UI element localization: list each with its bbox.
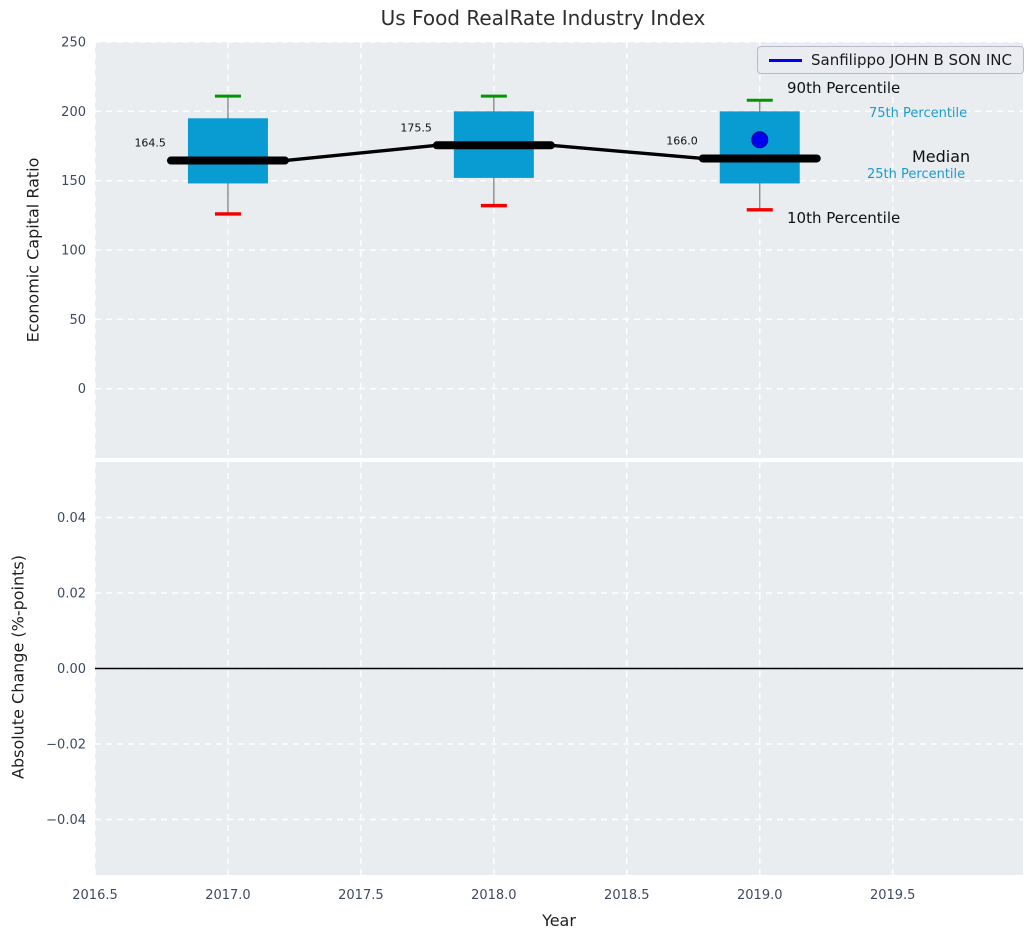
annotation-90th-percentile: 90th Percentile xyxy=(787,79,901,97)
y-tick-label: 0.00 xyxy=(57,662,86,677)
y-tick-label: −0.02 xyxy=(46,738,86,753)
x-tick-label: 2019.5 xyxy=(870,888,916,903)
x-tick-label: 2018.0 xyxy=(471,888,517,903)
legend-line-swatch xyxy=(769,58,802,62)
annotation-median: Median xyxy=(912,147,971,166)
x-tick-label: 2017.0 xyxy=(205,888,251,903)
x-tick-label: 2016.5 xyxy=(72,888,118,903)
y-tick-label: 0 xyxy=(78,382,86,397)
y-axis-label-top: Economic Capital Ratio xyxy=(23,157,43,343)
y-tick-label: 50 xyxy=(69,313,86,328)
annotation-25th-percentile: 25th Percentile xyxy=(867,167,966,182)
y-tick-label: 0.02 xyxy=(57,586,86,601)
median-value-label: 166.0 xyxy=(666,134,698,147)
median-connector xyxy=(550,143,703,161)
median-value-label: 164.5 xyxy=(134,137,166,150)
legend-label: Sanfilippo JOHN B SON INC xyxy=(811,51,1012,69)
legend: Sanfilippo JOHN B SON INC xyxy=(757,46,1024,74)
iqr-box xyxy=(187,118,268,184)
median-value-label: 175.5 xyxy=(400,121,432,134)
y-tick-label: 150 xyxy=(61,174,86,189)
median-connector xyxy=(284,143,438,163)
x-tick-label: 2019.0 xyxy=(737,888,783,903)
x-tick-label: 2018.5 xyxy=(604,888,650,903)
y-tick-label: 200 xyxy=(61,105,86,120)
annotation-10th-percentile: 10th Percentile xyxy=(787,209,901,227)
x-tick-label: 2017.5 xyxy=(338,888,384,903)
annotation-75th-percentile: 75th Percentile xyxy=(869,106,968,121)
x-axis-label: Year xyxy=(542,911,576,930)
chart-title: Us Food RealRate Industry Index xyxy=(380,6,706,30)
y-tick-label: 250 xyxy=(61,36,86,51)
y-tick-label: 0.04 xyxy=(57,511,86,526)
y-axis-label-bottom: Absolute Change (%-points) xyxy=(8,555,28,779)
y-tick-label: −0.04 xyxy=(46,813,86,828)
company-point xyxy=(751,131,769,149)
y-tick-label: 100 xyxy=(61,244,86,259)
